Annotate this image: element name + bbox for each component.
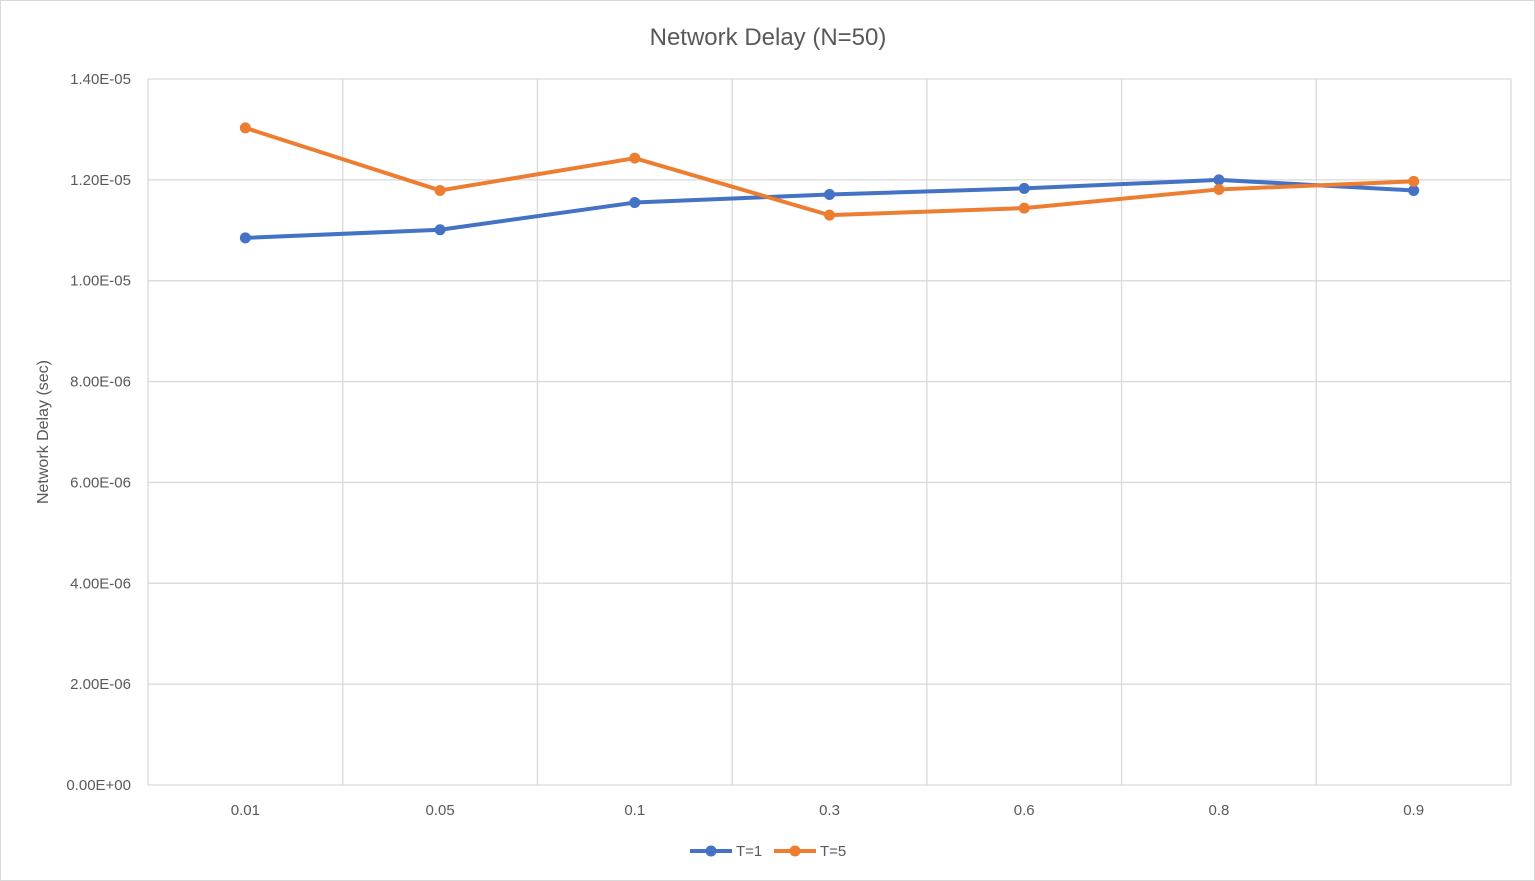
series-layer [239,122,1420,244]
data-point [629,152,641,164]
data-point [1018,182,1030,194]
legend-label: T=1 [736,843,762,860]
data-point [824,188,835,200]
y-tick-label: 6.00E-06 [70,474,131,491]
series-line [243,125,1416,218]
y-tick-label: 0.00E+00 [66,777,131,794]
x-tick-label: 0.1 [624,802,645,819]
y-tick-label: 1.00E-05 [70,273,131,290]
data-point [434,224,446,236]
series-t-5 [239,122,1420,221]
data-point [1018,202,1030,214]
legend-swatch-marker [705,845,717,857]
y-tick-label: 1.20E-05 [70,172,131,189]
data-point [434,184,446,196]
data-point [629,197,641,209]
y-tick-label: 2.00E-06 [70,676,131,693]
y-axis-title: Network Delay (sec) [35,360,52,504]
data-point [239,232,251,244]
data-point [1408,184,1420,196]
legend-swatch-marker [789,845,801,857]
y-tick-label: 4.00E-06 [70,575,131,592]
legend: T=1 T=5 [690,843,846,860]
legend-label: T=5 [820,843,846,860]
legend-item: T=1 [690,843,762,860]
data-point [239,122,251,134]
x-tick-label: 0.05 [425,802,454,819]
x-tick-label: 0.6 [1014,802,1035,819]
data-point [1213,183,1225,195]
x-tick-label: 0.3 [819,802,840,819]
x-tick-label: 0.01 [231,802,260,819]
y-tick-label: 1.40E-05 [70,71,131,88]
y-tick-label: 8.00E-06 [70,374,131,391]
data-point [1213,174,1225,186]
x-axis-tick-labels: 0.01 0.05 0.1 0.3 0.6 0.8 0.9 [231,802,1424,819]
data-point [1408,175,1420,187]
legend-item: T=5 [774,843,846,860]
x-tick-label: 0.9 [1403,802,1424,819]
y-axis-tick-labels: 0.00E+00 2.00E-06 4.00E-06 6.00E-06 8.00E-06… [66,71,131,794]
chart-title: Network Delay (N=50) [650,24,887,51]
series-t-1 [239,174,1420,244]
data-point [824,209,835,221]
x-tick-label: 0.8 [1208,802,1229,819]
